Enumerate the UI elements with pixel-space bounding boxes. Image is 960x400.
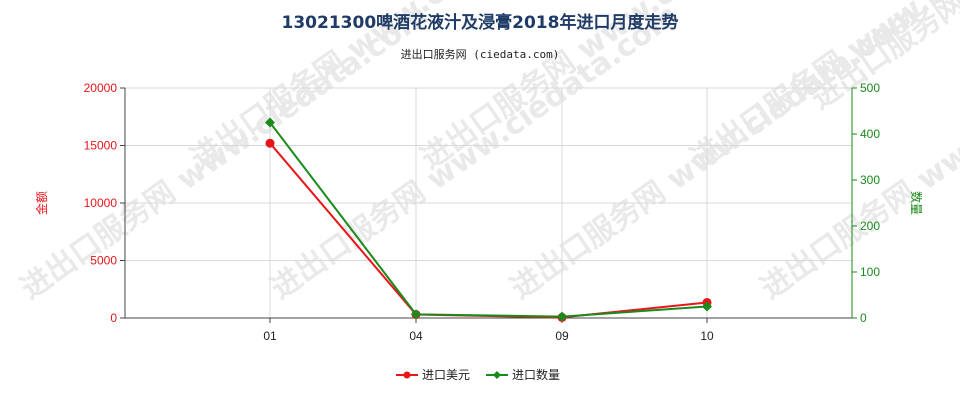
left-tick-label: 5000 — [90, 254, 117, 268]
right-tick-label: 0 — [860, 311, 867, 325]
chart-title: 13021300啤酒花液汁及浸膏2018年进口月度走势 — [282, 12, 679, 33]
left-tick-label: 10000 — [84, 196, 118, 210]
right-tick-label: 500 — [860, 81, 880, 95]
legend-item-1[interactable]: 进口美元 — [396, 368, 470, 382]
left-axis-ticks: 0 5000 10000 15000 20000 — [84, 81, 125, 325]
series-point-2[interactable] — [557, 311, 567, 322]
left-tick-label: 0 — [110, 311, 117, 325]
right-axis-title: 数量 — [909, 191, 924, 215]
chart-subtitle: 进出口服务网 (ciedata.com) — [401, 47, 560, 61]
left-axis-title: 金额 — [34, 191, 49, 215]
x-tick-label: 04 — [409, 329, 423, 343]
x-tick-label: 10 — [700, 329, 714, 343]
legend[interactable]: 进口美元 进口数量 — [396, 367, 560, 382]
legend-swatch-marker — [403, 371, 411, 379]
x-tick-label: 01 — [263, 329, 277, 343]
series-point-2[interactable] — [265, 117, 275, 128]
series-point-2[interactable] — [702, 301, 712, 312]
legend-swatch-marker — [493, 371, 501, 379]
right-axis-ticks: 0 100 200 300 400 500 — [852, 81, 880, 325]
series-line-2 — [269, 121, 708, 318]
series-point-1[interactable] — [265, 138, 275, 148]
legend-label: 进口美元 — [422, 368, 470, 382]
left-tick-label: 15000 — [84, 139, 118, 153]
left-tick-label: 20000 — [84, 81, 118, 95]
right-tick-label: 100 — [860, 265, 880, 279]
right-tick-label: 400 — [860, 127, 880, 141]
series-point-2[interactable] — [411, 309, 421, 320]
right-tick-label: 300 — [860, 173, 880, 187]
x-axis-ticks: 01 04 09 10 — [263, 318, 714, 343]
legend-label: 进口数量 — [512, 367, 560, 382]
right-tick-label: 200 — [860, 219, 880, 233]
legend-item-2[interactable]: 进口数量 — [486, 367, 560, 382]
x-tick-label: 09 — [555, 329, 569, 343]
series-layer — [265, 117, 712, 322]
